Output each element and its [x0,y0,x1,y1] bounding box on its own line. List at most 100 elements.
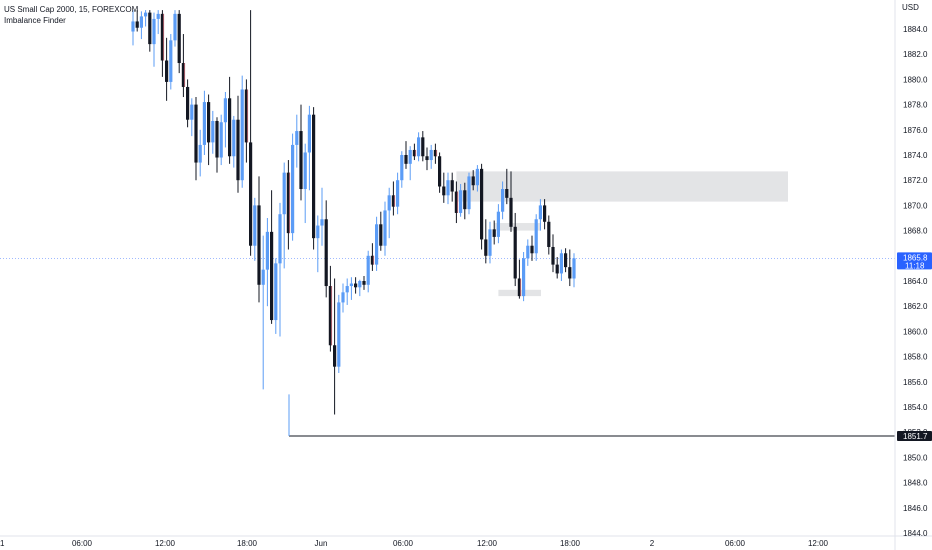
candle[interactable] [320,187,324,246]
candle[interactable] [492,220,496,245]
candle[interactable] [215,117,219,173]
candle[interactable] [316,215,320,273]
candle[interactable] [404,141,408,169]
candle[interactable] [370,243,375,271]
candle[interactable] [354,277,358,294]
candle[interactable] [278,202,282,337]
candle[interactable] [341,283,345,313]
candle[interactable] [538,199,542,231]
candle[interactable] [543,199,547,230]
candle[interactable] [152,12,156,67]
candle[interactable] [555,257,559,279]
candle[interactable] [181,34,186,98]
candle[interactable] [421,131,425,162]
candle[interactable] [379,211,383,251]
candle[interactable] [484,219,488,264]
candle[interactable] [429,144,433,169]
candle[interactable] [345,278,349,305]
candle[interactable] [190,98,194,137]
imbalance-zone[interactable] [494,223,541,231]
currency-label[interactable]: USD [902,3,919,12]
candle[interactable] [177,10,181,74]
candle[interactable] [433,143,438,164]
candle[interactable] [534,214,538,261]
candle[interactable] [551,234,555,273]
candle[interactable] [240,75,244,188]
candle[interactable] [480,163,484,250]
candle[interactable] [249,10,253,256]
candle[interactable] [173,10,177,47]
candle[interactable] [144,10,148,27]
candle[interactable] [438,152,442,193]
candle[interactable] [286,160,291,250]
candle[interactable] [228,76,232,164]
time-axis[interactable]: 1 06:00 12:00 18:00 Jun 06:00 12:00 18:00 2 06:00… [0,539,829,548]
candle[interactable] [291,133,295,241]
horizontal-line-group[interactable] [0,258,895,437]
candle[interactable] [299,104,303,201]
candle[interactable] [391,181,396,216]
candle[interactable] [303,143,307,224]
candle[interactable] [446,172,450,205]
candle[interactable] [547,215,551,255]
candle[interactable] [471,170,475,191]
candle[interactable] [253,197,257,261]
candle[interactable] [568,249,572,287]
candle[interactable] [295,114,299,168]
candle[interactable] [366,250,370,293]
candle[interactable] [148,10,152,52]
candle[interactable] [530,235,534,261]
candle[interactable] [160,10,165,77]
candle[interactable] [526,239,530,266]
candle[interactable] [400,151,404,188]
candle[interactable] [265,218,269,307]
price-axis[interactable]: 1884.0 1882.0 1880.0 1878.0 1876.0 1874.0 1872… [903,25,928,538]
candle[interactable] [349,277,353,300]
imbalance-zone[interactable] [456,171,788,202]
candle[interactable] [425,147,429,171]
candle[interactable] [572,253,576,288]
candle[interactable] [396,172,400,215]
candle[interactable] [459,183,463,217]
candle[interactable] [522,252,526,302]
candle[interactable] [324,200,328,298]
candle[interactable] [261,235,265,390]
candle[interactable] [358,279,362,297]
candle[interactable] [135,10,139,32]
candle[interactable] [383,201,387,256]
candle[interactable] [517,259,522,299]
candle[interactable] [559,249,563,282]
candle[interactable] [475,165,479,192]
candle[interactable] [202,90,206,155]
candle[interactable] [282,162,286,269]
candle[interactable] [564,248,568,273]
candle[interactable] [513,212,517,287]
candle[interactable] [219,114,223,166]
candle[interactable] [387,187,391,239]
candle[interactable] [417,132,421,162]
candle[interactable] [236,95,240,193]
candle[interactable] [257,176,261,303]
candle[interactable] [501,181,505,220]
candle[interactable] [408,146,412,181]
candle[interactable] [165,37,169,101]
candle[interactable] [198,129,202,177]
candle[interactable] [362,275,366,290]
candle[interactable] [312,107,316,250]
candle[interactable] [467,172,471,215]
candle[interactable] [244,79,249,163]
candle[interactable] [509,171,513,232]
candle[interactable] [442,172,446,203]
candle[interactable] [375,216,379,271]
candle[interactable] [463,182,467,220]
candle[interactable] [194,97,198,181]
candle[interactable] [337,294,341,373]
candle[interactable] [169,34,173,90]
candle[interactable] [488,221,492,264]
candle[interactable] [307,105,311,191]
candle[interactable] [139,11,143,40]
candle[interactable] [496,204,500,244]
candle[interactable] [333,278,337,415]
candle[interactable] [412,143,417,161]
